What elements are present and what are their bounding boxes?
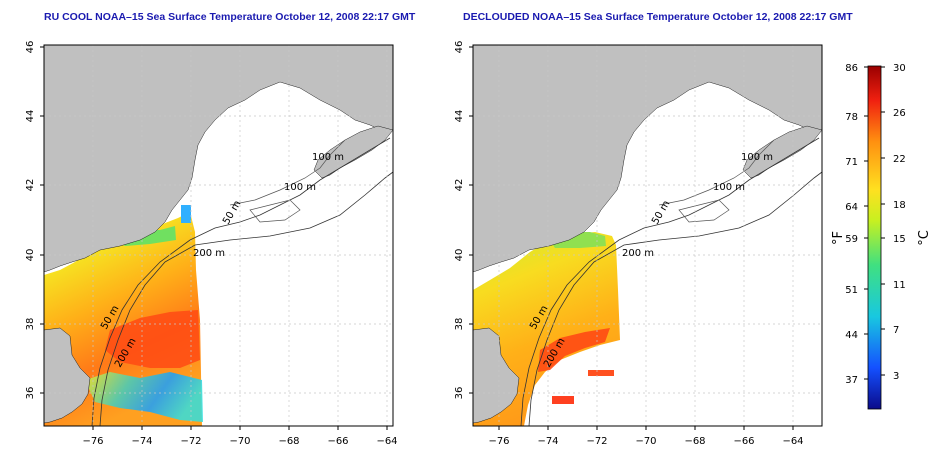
colorbar-f-tick: 51 [845,285,858,296]
colorbar-c-tick: 26 [893,108,906,119]
colorbar-f-tick: 59 [845,234,858,245]
colorbar-f-labels: 86 78 71 64 59 51 44 37 [845,63,858,386]
right-lat-tick: 44 [454,110,465,123]
colorbar-c-tick: 15 [893,234,906,245]
right-lat-tick: 38 [454,318,465,331]
left-sst-cloud-edge [181,205,191,223]
colorbar-c-tick: 18 [893,200,906,211]
left-lon-labels: −76 −74 −72 −70 −68 −66 −64 [82,436,397,447]
right-lat-labels: 36 38 40 42 44 46 [454,41,465,400]
left-contour-100m [91,137,391,427]
colorbar-c-tick: 22 [893,154,906,165]
colorbar-c-tick: 3 [893,371,899,382]
right-land-novascotia [742,125,823,179]
right-contour-200m [528,171,823,427]
colorbar-ticks [864,66,885,380]
colorbar-f-tick: 37 [845,375,858,386]
left-map-frame [43,44,394,427]
left-contour-label-100b: 100 m [284,182,316,193]
right-map-frame [472,44,823,427]
left-contour-label-200: 200 m [193,248,225,259]
colorbar-gradient [867,65,882,410]
right-lon-tick: −70 [635,436,656,447]
right-contour-label-100b: 100 m [713,182,745,193]
left-lon-tick: −68 [278,436,299,447]
right-lat-tick: 46 [454,41,465,54]
colorbar-c-tick: 30 [893,63,906,74]
right-sst-fleck [552,396,574,404]
right-contour-label-200: 200 m [622,248,654,259]
left-lon-tick: −70 [229,436,250,447]
colorbar-fahrenheit-label: °F [831,231,846,245]
left-lon-tick: −76 [82,436,103,447]
left-lat-tick: 38 [25,318,36,331]
right-lon-tick: −66 [733,436,754,447]
colorbar-c-tick: 11 [893,280,906,291]
left-lat-tick: 42 [25,179,36,192]
left-contour-200m [99,171,394,427]
right-lon-tick: −68 [684,436,705,447]
left-lat-tick: 46 [25,41,36,54]
left-land [43,44,394,273]
left-map-title: RU COOL NOAA–15 Sea Surface Temperature … [44,11,416,23]
left-lat-labels: 36 38 40 42 44 46 [25,41,36,400]
right-lat-tick: 42 [454,179,465,192]
right-sst-warm-band [538,328,610,372]
right-land [472,44,823,273]
left-land-chesapeake [43,327,91,424]
colorbar-f-tick: 64 [845,202,858,213]
colorbar-f-tick: 78 [845,112,858,123]
right-contour-label-100: 100 m [741,152,773,163]
left-lon-tick: −64 [376,436,397,447]
left-lon-tick: −72 [180,436,201,447]
left-contour-label-100: 100 m [312,152,344,163]
left-map-panel: 200 m 100 m 100 m 50 m 50 m 200 m −76 −7… [25,41,398,447]
colorbar-f-tick: 44 [845,330,858,341]
right-lon-tick: −74 [537,436,558,447]
right-lon-tick: −72 [586,436,607,447]
right-contour-100m [520,137,820,427]
right-map-title: DECLOUDED NOAA–15 Sea Surface Temperatur… [463,11,853,23]
left-sst-warm-band [105,310,200,368]
right-lat-tick: 40 [454,249,465,262]
left-contour-50m [229,139,346,223]
left-gridlines [44,45,393,426]
left-lon-tick: −74 [131,436,152,447]
right-contour-50m [658,139,775,223]
colorbar-f-tick: 71 [845,157,858,168]
right-map-panel: 200 m 100 m 100 m 50 m 50 m 200 m −76 −7… [454,41,823,447]
colorbar-c-labels: 30 26 22 18 15 11 7 3 [893,63,906,382]
colorbar-celsius-label: °C [917,230,932,246]
colorbar-f-tick: 86 [845,63,858,74]
right-lat-tick: 36 [454,387,465,400]
left-lat-tick: 40 [25,249,36,262]
colorbar-c-tick: 7 [893,325,899,336]
right-lon-tick: −76 [488,436,509,447]
right-lon-tick: −64 [782,436,803,447]
right-lon-labels: −76 −74 −72 −70 −68 −66 −64 [488,436,803,447]
colorbar: 86 78 71 64 59 51 44 37 30 26 22 18 15 1… [831,63,932,410]
right-axis-ticks [469,46,794,430]
left-axis-ticks [40,46,388,430]
left-sst-cool-streaks [85,372,203,422]
left-land-novascotia [313,125,394,179]
right-gridlines [473,45,822,426]
right-sst-fleck [588,370,614,376]
left-lat-tick: 44 [25,110,36,123]
left-lon-tick: −66 [327,436,348,447]
left-lat-tick: 36 [25,387,36,400]
